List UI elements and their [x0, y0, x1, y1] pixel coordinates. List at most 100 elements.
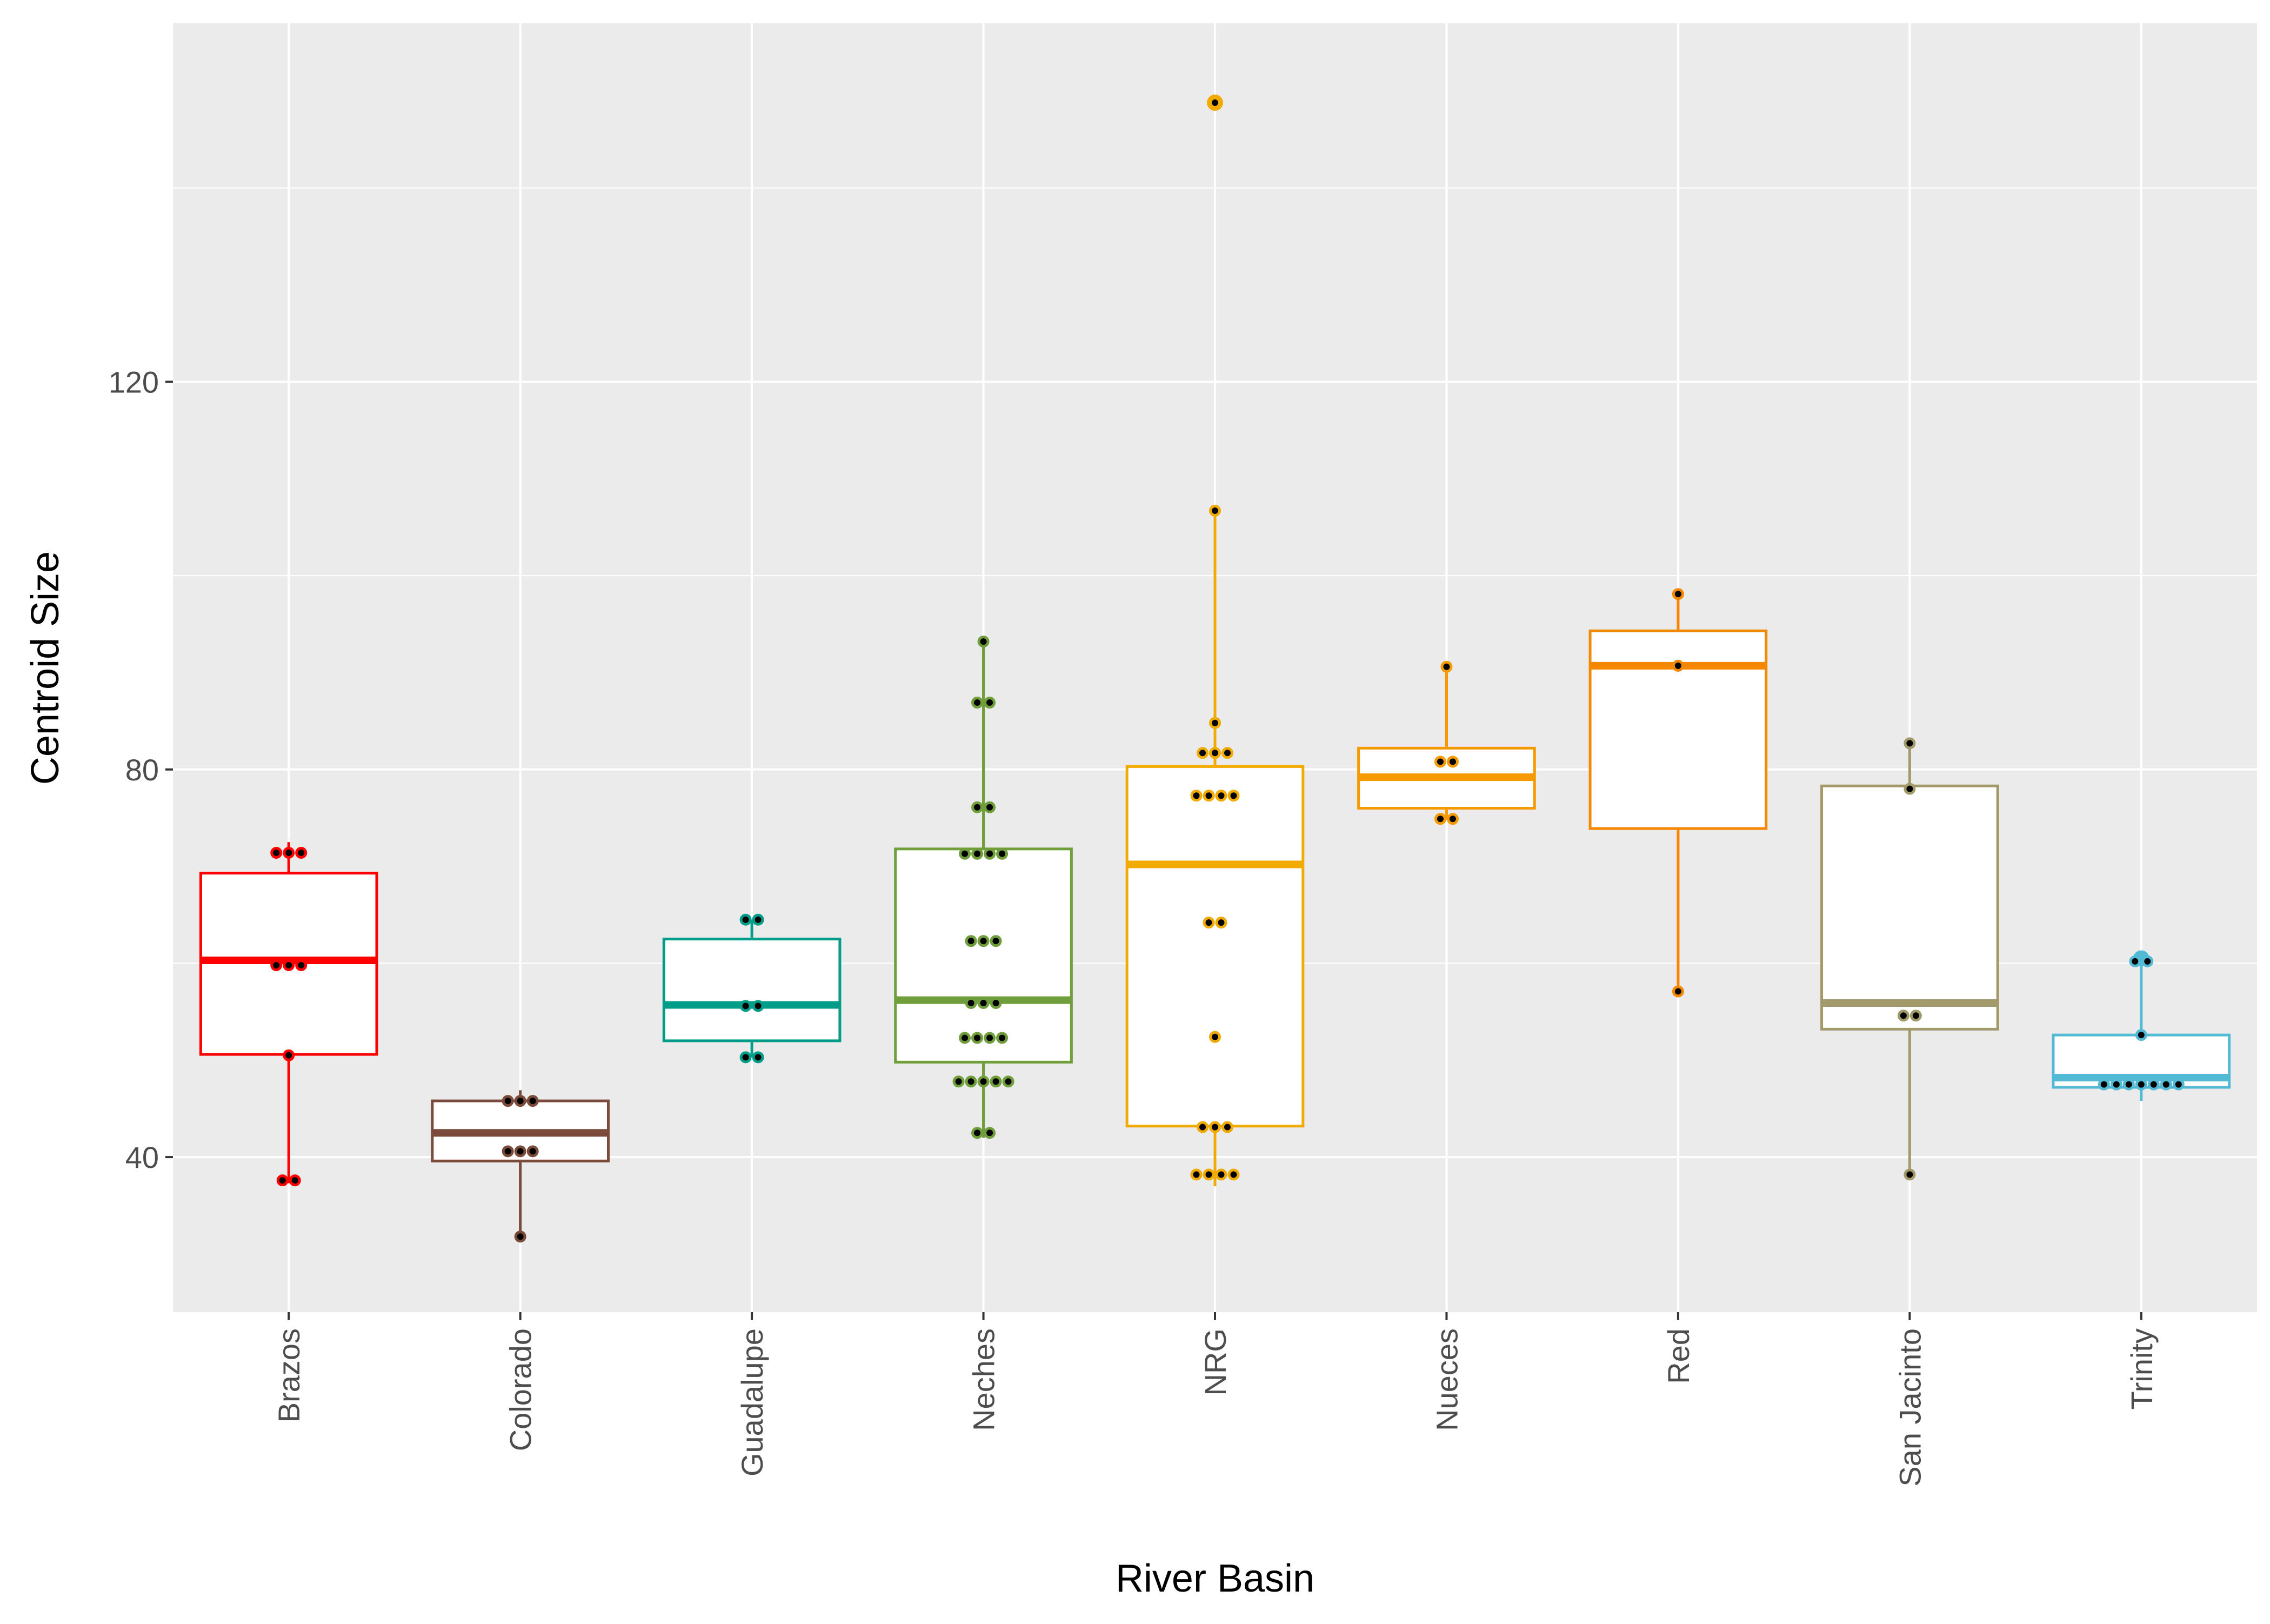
- data-point: [1221, 1121, 1233, 1133]
- data-point: [752, 913, 764, 926]
- data-point: [959, 847, 971, 860]
- data-point: [295, 959, 308, 972]
- axes: 40 80 120 Brazos Colorado Guadalupe Neches NRG N…: [109, 365, 2159, 1486]
- data-point: [1197, 747, 1209, 759]
- box-san-jacinto: [1820, 743, 1999, 1174]
- data-point: [752, 1051, 764, 1064]
- data-point: [752, 1000, 764, 1012]
- box-body: [894, 847, 1073, 1064]
- data-point: [1904, 1168, 1916, 1181]
- box-colorado: [431, 1090, 610, 1240]
- data-point: [1672, 588, 1684, 600]
- data-point: [1910, 1010, 1922, 1022]
- data-point: [1215, 790, 1227, 802]
- x-tick-label-colorado: Colorado: [504, 1328, 538, 1451]
- data-point: [526, 1145, 539, 1158]
- data-point: [1221, 747, 1233, 759]
- data-point: [984, 801, 996, 813]
- x-tick-label-guadalupe: Guadalupe: [735, 1328, 769, 1476]
- data-point: [283, 847, 295, 859]
- data-point: [1209, 1121, 1221, 1133]
- data-point: [270, 847, 283, 859]
- data-point: [971, 1032, 984, 1044]
- data-point: [502, 1095, 514, 1107]
- data-point: [1434, 813, 1446, 825]
- data-point: [2141, 955, 2154, 967]
- data-point: [996, 847, 1009, 860]
- data-point: [1904, 737, 1916, 750]
- data-point: [1209, 1031, 1221, 1043]
- x-tick-label-nueces: Nueces: [1430, 1328, 1464, 1431]
- data-point: [1904, 783, 1916, 795]
- data-point: [1446, 813, 1459, 825]
- data-point: [1897, 1010, 1910, 1022]
- data-point: [295, 847, 308, 859]
- data-point: [283, 959, 295, 972]
- data-point: [514, 1095, 526, 1107]
- data-point: [959, 1032, 971, 1044]
- data-point: [977, 1075, 990, 1088]
- x-tick-label-neches: Neches: [967, 1328, 1001, 1431]
- data-point: [289, 1174, 301, 1187]
- x-tick-label-san-jacinto: San Jacinto: [1893, 1328, 1927, 1487]
- data-point: [1672, 985, 1684, 998]
- data-point: [1215, 1168, 1227, 1181]
- x-axis-title: River Basin: [1116, 1557, 1314, 1600]
- box-body: [662, 938, 842, 1042]
- data-point: [1209, 97, 1221, 109]
- data-point: [1227, 790, 1240, 802]
- y-tick-label: 80: [125, 753, 159, 787]
- data-point: [526, 1095, 539, 1107]
- y-tick-label: 120: [109, 365, 159, 399]
- data-point: [270, 959, 283, 972]
- data-point: [739, 1000, 752, 1012]
- data-point: [1203, 917, 1215, 929]
- data-point: [1197, 1121, 1209, 1133]
- data-point: [514, 1145, 526, 1158]
- data-point: [1209, 717, 1221, 729]
- data-point: [971, 697, 984, 709]
- data-point: [2147, 1078, 2160, 1091]
- box-body: [1125, 765, 1305, 1128]
- data-point: [965, 997, 977, 1009]
- data-point: [1209, 504, 1221, 517]
- box-nueces: [1357, 665, 1536, 820]
- data-point: [990, 1075, 1002, 1088]
- y-axis-title: Centroid Size: [24, 551, 67, 785]
- data-point: [2160, 1078, 2172, 1091]
- data-point: [984, 697, 996, 709]
- box-trinity: [2052, 951, 2231, 1101]
- data-point: [1434, 756, 1446, 768]
- data-point: [971, 847, 984, 860]
- data-point: [971, 801, 984, 813]
- x-tick-label-red: Red: [1661, 1328, 1695, 1384]
- data-points: [270, 95, 2185, 1243]
- data-point: [1190, 1168, 1203, 1181]
- data-point: [514, 1231, 526, 1243]
- box-nrg: [1125, 509, 1305, 1186]
- data-point: [1190, 790, 1203, 802]
- data-point: [2135, 1078, 2147, 1091]
- x-tick-label-trinity: Trinity: [2125, 1328, 2159, 1409]
- data-point: [1203, 790, 1215, 802]
- data-point: [977, 935, 990, 947]
- data-point: [1002, 1075, 1014, 1088]
- data-point: [1440, 660, 1453, 673]
- data-point: [977, 636, 990, 648]
- data-point: [965, 1075, 977, 1088]
- x-tick-label-nrg: NRG: [1198, 1328, 1232, 1395]
- data-point: [276, 1174, 289, 1187]
- data-point: [502, 1145, 514, 1158]
- data-point: [984, 1127, 996, 1139]
- data-point: [2135, 1029, 2147, 1041]
- data-point: [965, 935, 977, 947]
- data-point: [971, 1127, 984, 1139]
- boxes: [199, 509, 2231, 1240]
- data-point: [1203, 1168, 1215, 1181]
- data-point: [1209, 747, 1221, 759]
- data-point: [1227, 1168, 1240, 1181]
- box-guadalupe: [662, 919, 842, 1058]
- data-point: [1446, 756, 1459, 768]
